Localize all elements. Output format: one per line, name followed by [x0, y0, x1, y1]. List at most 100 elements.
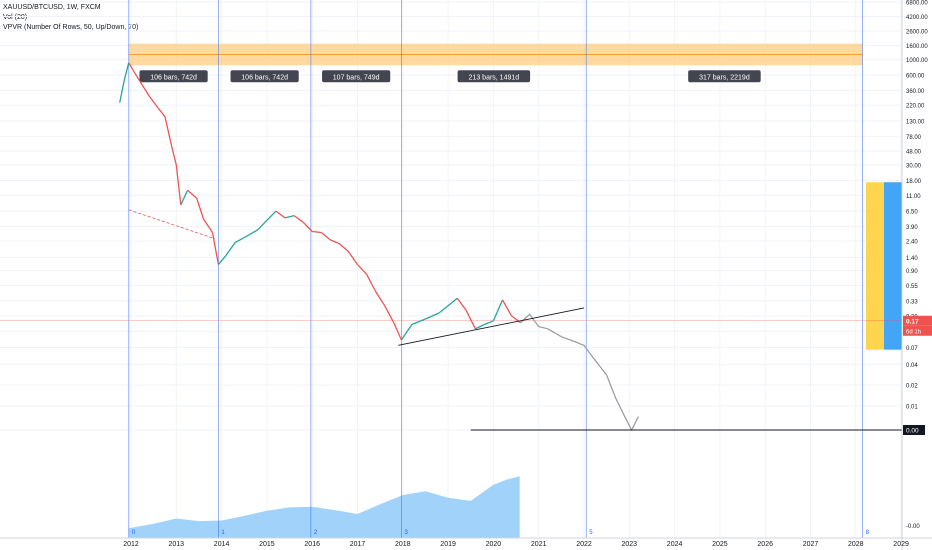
price-segment — [175, 165, 182, 205]
cycle-label: 8 — [866, 530, 870, 536]
y-tick-label: 0.90 — [906, 269, 918, 275]
range-label: 213 bars, 1491d — [469, 74, 520, 81]
range-label-bg — [230, 70, 299, 83]
range-label: 106 bars, 742d — [150, 74, 197, 81]
price-segment — [312, 230, 322, 234]
price-segment — [400, 324, 413, 341]
y-tick-label: 2600.00 — [906, 29, 928, 35]
price-segment — [366, 273, 377, 292]
chart-legend: XAUUSD/BTCUSD, 1W, FXCM Vol (20) VPVR (N… — [3, 3, 138, 33]
vpvr-indicator-label[interactable]: VPVR (Number Of Rows, 50, Up/Down, 70) — [3, 24, 139, 31]
volume-profile-down — [884, 182, 902, 350]
x-tick-label: 2015 — [259, 541, 275, 548]
x-tick-label: 2027 — [803, 541, 819, 548]
range-label-bg — [457, 70, 531, 83]
price-segment — [196, 197, 205, 220]
y-tick-label: 600.00 — [906, 74, 925, 80]
symbol-title[interactable]: XAUUSD/BTCUSD, 1W, FXCM — [3, 4, 101, 11]
price-segment — [119, 80, 125, 103]
price-segment — [347, 251, 359, 265]
cycle-label: 5 — [589, 530, 593, 536]
x-tick-label: 2021 — [531, 541, 547, 548]
price-segment — [257, 219, 268, 231]
price-segment — [425, 312, 440, 320]
y-tick-label: 360.00 — [906, 89, 925, 95]
price-segment — [411, 318, 426, 326]
y-tick-label: -0.00 — [906, 524, 920, 530]
price-segment — [234, 237, 245, 243]
price-segment — [475, 323, 485, 330]
x-tick-label: 2014 — [214, 541, 230, 548]
cycle-label: 2 — [314, 530, 318, 536]
y-tick-label: 220.00 — [906, 104, 925, 110]
y-tick-label: 48.00 — [906, 150, 922, 156]
price-segment — [164, 116, 173, 148]
y-tick-label: 2.40 — [906, 240, 918, 246]
y-tick-label: 0.55 — [906, 284, 918, 290]
price-segment — [330, 239, 340, 245]
x-tick-label: 2024 — [667, 541, 683, 548]
cycle-label: 0 — [132, 530, 136, 536]
price-segment — [202, 218, 214, 233]
x-tick-label: 2019 — [440, 541, 456, 548]
y-tick-label: 0.07 — [906, 346, 918, 352]
price-segment — [157, 107, 166, 118]
volume-profile-up — [866, 182, 884, 350]
x-tick-label: 2025 — [712, 541, 728, 548]
y-tick-label: 0.01 — [906, 404, 918, 410]
price-segment — [456, 297, 467, 311]
price-segment — [501, 299, 513, 317]
x-tick-label: 2017 — [350, 541, 366, 548]
y-tick-label: 0.02 — [906, 384, 918, 390]
price-segment — [217, 254, 227, 266]
y-tick-label: 1.40 — [906, 256, 918, 262]
projection-series — [520, 313, 639, 432]
level-tag: 0.00 — [906, 428, 919, 435]
price-segment — [266, 210, 277, 221]
y-tick-label: 3.90 — [906, 225, 918, 231]
price-segment — [180, 190, 189, 206]
price-segment — [128, 62, 134, 71]
dashed-trendline — [128, 209, 215, 240]
price-segment — [375, 291, 386, 307]
y-tick-label: 18.00 — [906, 179, 922, 185]
x-tick-label: 2028 — [848, 541, 864, 548]
y-tick-label: 1600.00 — [906, 44, 928, 50]
y-tick-label: 0.33 — [906, 299, 918, 305]
price-segment — [492, 299, 504, 322]
support-trendline — [398, 307, 585, 346]
x-tick-label: 2022 — [576, 541, 592, 548]
y-tick-label: 6.50 — [906, 210, 918, 216]
cycle-label: 3 — [404, 530, 408, 536]
price-segment — [465, 310, 476, 330]
y-tick-label: 0.04 — [906, 363, 918, 369]
range-label-bg — [322, 70, 391, 83]
price-segment — [357, 264, 368, 275]
y-tick-label: 130.00 — [906, 120, 925, 126]
price-segment — [320, 231, 331, 241]
price-segment — [438, 305, 449, 314]
range-label-bg — [688, 70, 761, 83]
price-segment — [484, 320, 494, 326]
price-segment — [171, 146, 177, 166]
y-tick-label: 11.00 — [906, 194, 921, 200]
countdown-tag: 6d 1h — [906, 329, 921, 335]
price-segment — [275, 210, 286, 219]
range-label: 107 bars, 749d — [333, 74, 380, 81]
level-tag-bg — [903, 425, 925, 435]
price-segment — [148, 95, 159, 109]
x-tick-label: 2026 — [757, 541, 773, 548]
y-tick-label: 6800.00 — [906, 1, 928, 7]
price-segment — [187, 189, 198, 199]
cycle-label: 1 — [221, 530, 225, 536]
countdown-tag-bg — [903, 325, 932, 336]
price-segment — [211, 232, 220, 265]
y-tick-label: 1000.00 — [906, 58, 928, 64]
price-segment — [384, 305, 395, 323]
volume-area — [128, 476, 520, 538]
volume-indicator-label[interactable]: Vol (20) — [3, 14, 28, 21]
price-segment — [284, 214, 295, 219]
range-label: 106 bars, 742d — [241, 74, 288, 81]
price-segment — [293, 215, 304, 223]
